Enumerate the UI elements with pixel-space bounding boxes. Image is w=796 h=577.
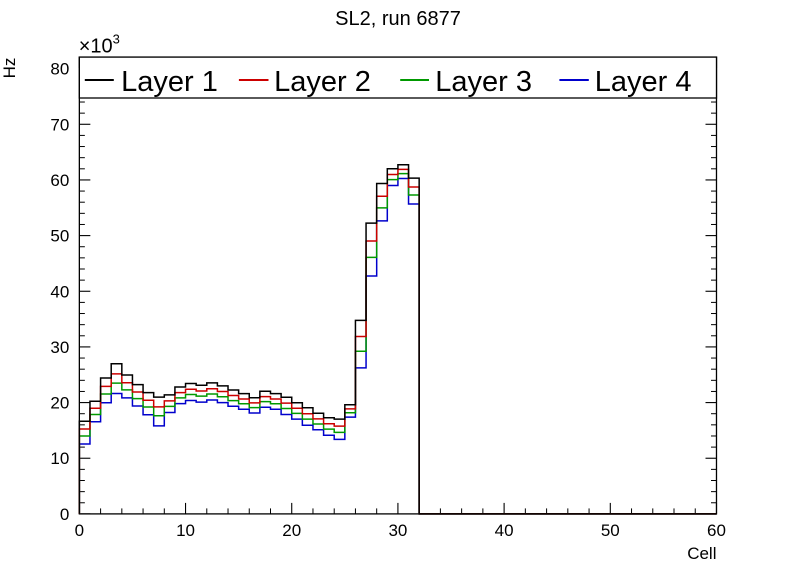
svg-text:20: 20 — [282, 521, 301, 540]
svg-text:10: 10 — [50, 449, 69, 468]
svg-text:30: 30 — [50, 338, 69, 357]
svg-text:SL2, run 6877: SL2, run 6877 — [335, 8, 461, 30]
svg-text:Layer 1: Layer 1 — [121, 66, 218, 98]
svg-text:60: 60 — [50, 171, 69, 190]
svg-text:70: 70 — [50, 115, 69, 134]
svg-text:Layer 4: Layer 4 — [595, 66, 692, 98]
svg-text:Layer 2: Layer 2 — [274, 66, 371, 98]
svg-text:50: 50 — [601, 521, 620, 540]
svg-text:0: 0 — [60, 505, 69, 524]
svg-text:0: 0 — [75, 521, 84, 540]
svg-text:Cell: Cell — [687, 544, 716, 563]
svg-text:40: 40 — [50, 282, 69, 301]
svg-text:20: 20 — [50, 394, 69, 413]
svg-text:30: 30 — [388, 521, 407, 540]
svg-text:10: 10 — [176, 521, 195, 540]
svg-text:80: 80 — [50, 60, 69, 79]
svg-text:60: 60 — [707, 521, 726, 540]
svg-text:50: 50 — [50, 227, 69, 246]
svg-text:40: 40 — [495, 521, 514, 540]
svg-text:Layer 3: Layer 3 — [435, 66, 532, 98]
svg-text:Hz: Hz — [0, 58, 19, 79]
